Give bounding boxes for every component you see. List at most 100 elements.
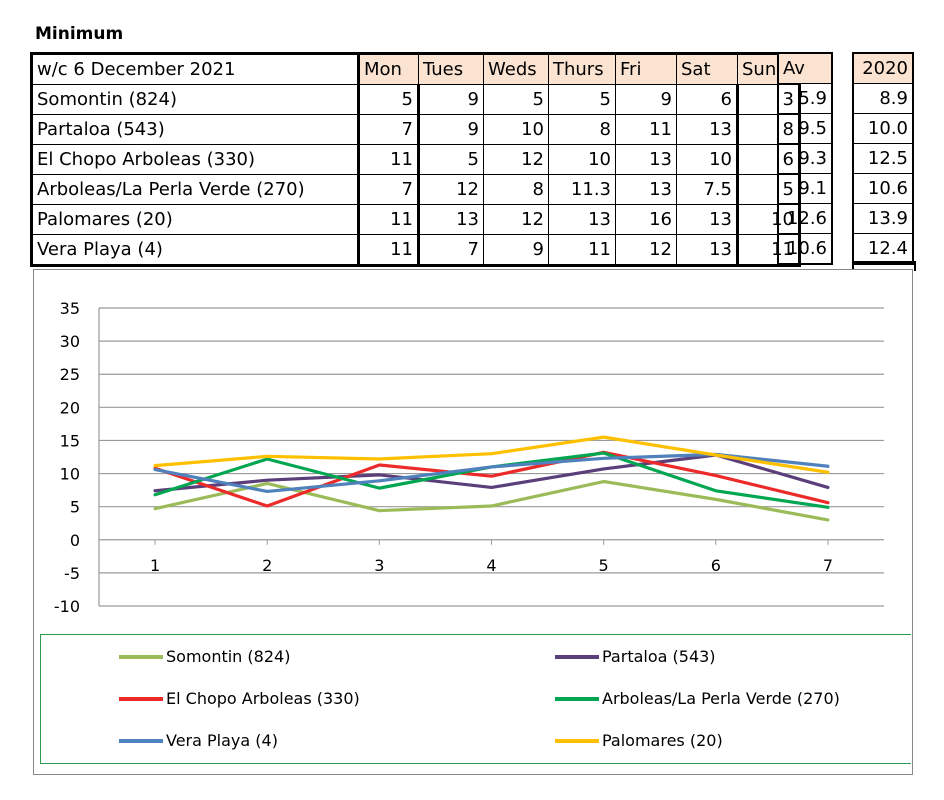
legend-label: Somontin (824)	[166, 647, 291, 666]
x-tick-label: 7	[823, 556, 833, 575]
y-tick-label: 20	[60, 398, 80, 417]
y-tick-label: 0	[70, 531, 80, 550]
y-tick-label: -10	[54, 597, 80, 616]
temperature-cell: 9	[418, 84, 484, 115]
day-header: Mon	[358, 53, 419, 85]
average-cell: 12.6	[777, 203, 833, 234]
year-row: 10.0	[852, 113, 914, 144]
year-2020-cell: 8.9	[852, 83, 914, 114]
table-row: Somontin (824) 5 9 5 5 9 6 3	[31, 84, 800, 115]
year-2020-cell: 13.9	[852, 203, 914, 234]
day-header: Fri	[615, 53, 677, 85]
av-row: 12.6	[777, 203, 833, 234]
temperature-cell: 7	[358, 114, 420, 145]
temperature-cell: 13	[615, 144, 677, 175]
legend-item: Arboleas/La Perla Verde (270)	[555, 689, 840, 708]
chart-legend: Somontin (824) Partaloa (543) El Chopo Arb…	[40, 634, 911, 764]
average-cell: 9.1	[777, 173, 833, 204]
day-header: Thurs	[548, 53, 616, 85]
temperature-cell: 12	[418, 174, 484, 205]
line-chart: -10 -5 0 5 10 15 20 25 30 35 1 2 3 4 5 6 7	[54, 299, 884, 616]
year-header: 2020	[852, 52, 914, 84]
temperature-cell: 7	[418, 234, 484, 266]
site-name: El Chopo Arboleas (330)	[31, 144, 360, 175]
y-tick-label: 5	[70, 498, 80, 517]
av-header: Av	[777, 52, 833, 84]
legend-label: El Chopo Arboleas (330)	[166, 689, 360, 708]
year-row: 8.9	[852, 83, 914, 114]
x-tick-label: 5	[599, 556, 609, 575]
temperature-cell: 9	[615, 84, 677, 115]
year-row: 12.4	[852, 233, 914, 265]
legend-item: El Chopo Arboleas (330)	[119, 689, 360, 708]
x-tick-label: 2	[262, 556, 272, 575]
av-row: 9.3	[777, 143, 833, 174]
temperature-cell: 16	[615, 204, 677, 235]
temperature-cell: 5	[418, 144, 484, 175]
x-tick-label: 4	[486, 556, 496, 575]
temperature-cell: 8	[548, 114, 616, 145]
av-row: 5.9	[777, 83, 833, 114]
temperature-cell: 11.3	[548, 174, 616, 205]
temperature-cell: 11	[615, 114, 677, 145]
temperature-cell: 13	[418, 204, 484, 235]
site-name: Partaloa (543)	[31, 114, 360, 145]
legend-swatch	[119, 654, 163, 659]
temperature-cell: 5	[483, 84, 549, 115]
table-row: Palomares (20) 11 13 12 13 16 13 10	[31, 204, 800, 235]
legend-label: Vera Playa (4)	[166, 731, 278, 750]
series-line	[153, 435, 830, 474]
temperature-cell: 5	[358, 84, 420, 115]
legend-item: Palomares (20)	[555, 731, 723, 750]
year-2020-table: 2020 8.9 10.0 12.5 10.6 13.9 12.4	[852, 52, 914, 265]
site-name: Somontin (824)	[31, 84, 360, 115]
temperature-cell: 10	[548, 144, 616, 175]
site-name: Arboleas/La Perla Verde (270)	[31, 174, 360, 205]
year-2020-cell: 10.0	[852, 113, 914, 144]
temperature-cell: 9	[418, 114, 484, 145]
year-2020-cell: 12.5	[852, 143, 914, 174]
av-header-row: Av	[777, 52, 833, 84]
series-line	[153, 450, 830, 508]
temperature-cell: 13	[676, 204, 739, 235]
day-header: Sat	[676, 53, 738, 85]
temperature-cell: 13	[548, 204, 616, 235]
temperature-cell: 13	[676, 234, 739, 266]
legend-item: Partaloa (543)	[555, 647, 716, 666]
site-name: Vera Playa (4)	[31, 234, 360, 266]
legend-label: Arboleas/La Perla Verde (270)	[602, 689, 840, 708]
table-row: Vera Playa (4) 11 7 9 11 12 13 11	[31, 234, 800, 266]
table-stub	[852, 261, 916, 271]
temperature-cell: 11	[358, 234, 420, 266]
x-tick-label: 1	[150, 556, 160, 575]
y-tick-label: 35	[60, 299, 80, 318]
temperature-cell: 10	[483, 114, 549, 145]
legend-item: Vera Playa (4)	[119, 731, 278, 750]
temperature-cell: 9	[483, 234, 549, 266]
page-title: Minimum	[35, 24, 124, 44]
temperature-cell: 12	[483, 144, 549, 175]
year-2020-cell: 12.4	[852, 233, 914, 265]
average-cell: 10.6	[777, 233, 833, 265]
av-row: 9.1	[777, 173, 833, 204]
day-header: Weds	[483, 53, 549, 85]
y-tick-label: 25	[60, 365, 80, 384]
temperature-cell: 8	[483, 174, 549, 205]
y-tick-label: 10	[60, 465, 80, 484]
legend-item: Somontin (824)	[119, 647, 290, 666]
temperature-cell: 11	[358, 204, 420, 235]
av-row: 9.5	[777, 113, 833, 144]
legend-swatch	[119, 696, 163, 701]
temperature-cell: 11	[358, 144, 420, 175]
x-tick-label: 6	[711, 556, 721, 575]
temperature-cell: 5	[548, 84, 616, 115]
temperature-cell: 13	[676, 114, 739, 145]
legend-label: Palomares (20)	[602, 731, 723, 750]
year-header-row: 2020	[852, 52, 914, 84]
average-table: Av 5.9 9.5 9.3 9.1 12.6 10.6	[777, 52, 833, 265]
table-row: Arboleas/La Perla Verde (270) 7 12 8 11.3 13 7…	[31, 174, 800, 205]
day-header: Tues	[418, 53, 484, 85]
temperature-cell: 10	[676, 144, 739, 175]
site-name: Palomares (20)	[31, 204, 360, 235]
legend-swatch	[555, 696, 599, 701]
